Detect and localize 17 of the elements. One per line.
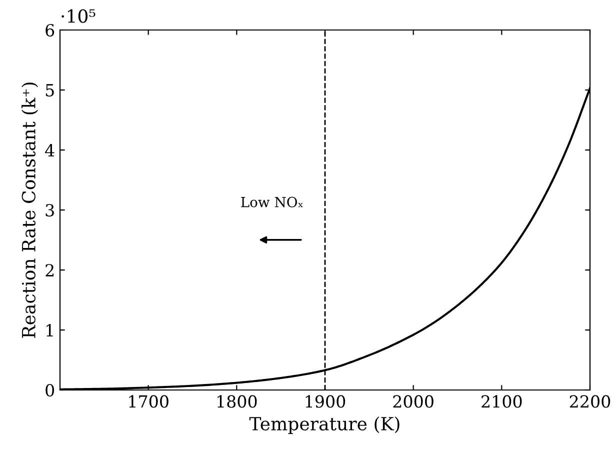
x-tick-label: 1900 — [306, 395, 346, 408]
text: ·10⁵ — [62, 9, 96, 23]
y-tick-label: 4 — [45, 144, 54, 156]
x-tick-label: 2000 — [393, 395, 434, 408]
y-tick-label: 5 — [46, 84, 54, 97]
x-tick-label: 2200 — [570, 395, 610, 408]
y-tick-label: 6 — [46, 24, 54, 37]
x-tick-label: 1700 — [129, 395, 168, 408]
x-axis-title: Temperature (K) — [249, 416, 400, 434]
annotation: Low NOₓ — [241, 196, 303, 208]
y-tick-label: 2 — [46, 264, 54, 276]
y-tick-label: 0 — [46, 384, 54, 397]
x-tick-label: 1800 — [217, 395, 257, 408]
y-tick-label: 1 — [46, 324, 53, 336]
y-tick-label: 3 — [46, 204, 54, 217]
x-tick-label: 2100 — [482, 395, 522, 408]
y-axis-title: Reaction Rate Constant (k⁺) — [22, 82, 38, 338]
